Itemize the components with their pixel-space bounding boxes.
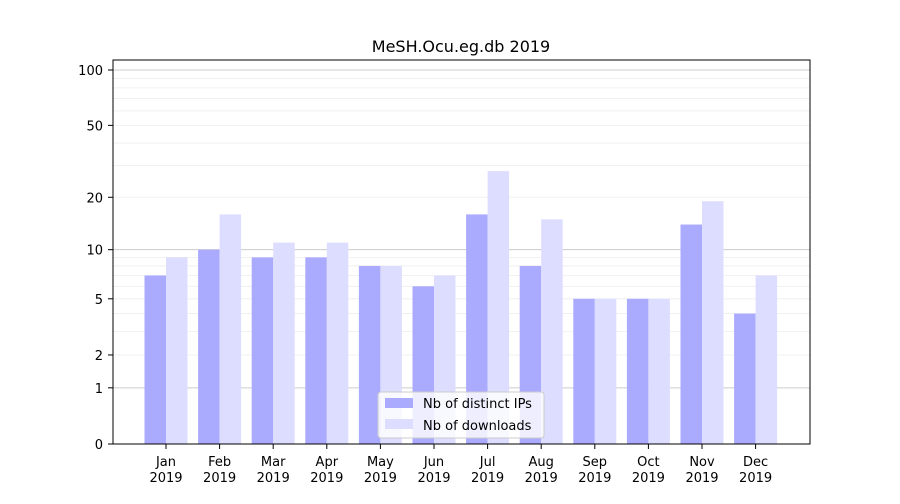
y-tick-label: 2	[95, 349, 103, 364]
chart-title: MeSH.Ocu.eg.db 2019	[372, 37, 550, 56]
y-tick-label: 100	[78, 64, 103, 79]
bar-downloads	[326, 242, 349, 444]
legend-swatch-downloads	[385, 419, 413, 429]
y-axis: 0 1 2 5 10 20 50 100	[78, 64, 113, 453]
legend-label-ips: Nb of distinct IPs	[423, 397, 532, 412]
x-tick-label: Oct 2019	[632, 455, 665, 486]
y-tick-label: 0	[95, 438, 103, 453]
bar-downloads	[487, 171, 510, 445]
x-tick-label: Jul 2019	[471, 455, 504, 486]
bar-ips	[626, 298, 649, 444]
bar-downloads	[166, 257, 188, 444]
bar-downloads	[702, 201, 724, 444]
x-tick-label: May 2019	[364, 455, 397, 486]
x-tick-label: Sep 2019	[578, 455, 611, 486]
y-tick-label: 1	[95, 382, 103, 397]
bar-ips	[305, 257, 327, 444]
bar-ips	[144, 275, 166, 444]
bar-ips	[466, 214, 488, 444]
x-tick-label: Mar 2019	[257, 455, 290, 486]
x-tick-label: Nov 2019	[685, 455, 718, 486]
bar-ips	[734, 313, 756, 444]
y-tick-label: 50	[86, 119, 103, 134]
x-tick-label: Jan 2019	[149, 455, 182, 486]
x-tick-label: Apr 2019	[310, 455, 343, 486]
y-tick-label: 20	[86, 191, 103, 206]
bar-ips	[573, 298, 595, 444]
bar-ips	[680, 224, 702, 444]
bar-ips	[251, 257, 274, 444]
x-tick-label: Jun 2019	[417, 455, 450, 486]
legend-label-downloads: Nb of downloads	[423, 419, 532, 434]
bar-downloads	[541, 219, 563, 444]
x-axis: Jan 2019 Feb 2019 Mar 2019 Apr 2019 May 2019 Jun 20…	[149, 444, 772, 486]
x-tick-label: Dec 2019	[739, 455, 772, 486]
x-tick-label: Aug 2019	[525, 455, 558, 486]
y-tick-label: 5	[95, 293, 103, 308]
legend: Nb of distinct IPs Nb of downloads	[377, 391, 545, 439]
bar-downloads	[594, 298, 617, 444]
plot-frame	[112, 59, 811, 445]
bar-downloads	[219, 214, 242, 444]
bar-downloads	[648, 298, 670, 444]
legend-swatch-ips	[385, 398, 413, 408]
bar-ips	[358, 265, 381, 444]
bar-downloads	[273, 242, 295, 444]
x-tick-label: Feb 2019	[203, 455, 236, 486]
y-tick-label: 10	[86, 244, 103, 259]
bar-downloads	[755, 275, 778, 444]
bar-ips	[198, 249, 220, 444]
legend-box	[377, 391, 545, 439]
